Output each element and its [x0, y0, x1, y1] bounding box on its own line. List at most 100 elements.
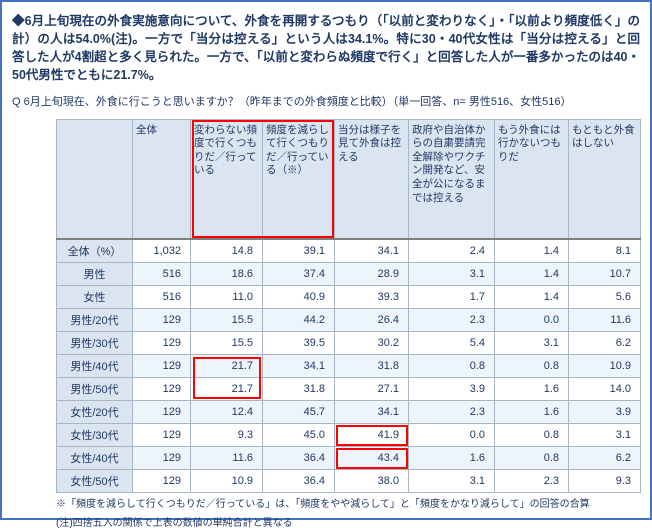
cell-value-female-never-go-again: 1.4: [495, 286, 569, 309]
cell-value-male-50s-never-dined-out: 14.0: [569, 378, 641, 401]
footnote-asterisk: ※「頻度を減らして行くつもりだ／行っている」は、「頻度をやや減らして」と「頻度を…: [56, 498, 642, 512]
cell-value-female-20s-reduced-frequency: 45.7: [263, 401, 335, 424]
column-header-until-safe: 政府や自治体からの自粛要請完全解除やワクチン開発など、安全が公になるまでは控える: [409, 119, 495, 239]
cell-n-female: 516: [133, 286, 191, 309]
cell-value-female-20s-until-safe: 2.3: [409, 401, 495, 424]
cell-value-male-reduced-frequency: 37.4: [263, 263, 335, 286]
cell-value-female-50s-same-frequency: 10.9: [191, 470, 263, 493]
cell-value-male-30s-same-frequency: 15.5: [191, 332, 263, 355]
column-header-same-frequency: 変わらない頻度で行くつもりだ／行っている: [191, 119, 263, 239]
cell-n-female-40s: 129: [133, 447, 191, 470]
cell-value-female-50s-refrain-for-now: 38.0: [335, 470, 409, 493]
cell-value-male-30s-reduced-frequency: 39.5: [263, 332, 335, 355]
cell-value-male-50s-refrain-for-now: 27.1: [335, 378, 409, 401]
cell-value-male-same-frequency: 18.6: [191, 263, 263, 286]
table-header: 全体変わらない頻度で行くつもりだ／行っている頻度を減らして行くつもりだ／行ってい…: [57, 119, 641, 239]
cell-value-male-40s-until-safe: 0.8: [409, 355, 495, 378]
cell-value-female-20s-never-dined-out: 3.9: [569, 401, 641, 424]
row-label-female-20s: 女性/20代: [57, 401, 133, 424]
cell-value-male-20s-never-go-again: 0.0: [495, 309, 569, 332]
cell-value-total-never-dined-out: 8.1: [569, 239, 641, 263]
column-header-row-label: [57, 119, 133, 239]
row-label-male: 男性: [57, 263, 133, 286]
column-header-refrain-for-now: 当分は様子を見て外食は控える: [335, 119, 409, 239]
row-label-male-40s: 男性/40代: [57, 355, 133, 378]
cell-value-female-reduced-frequency: 40.9: [263, 286, 335, 309]
cell-value-female-40s-never-dined-out: 6.2: [569, 447, 641, 470]
cell-value-male-50s-same-frequency: 21.7: [191, 378, 263, 401]
cell-n-male-40s: 129: [133, 355, 191, 378]
table-header-row: 全体変わらない頻度で行くつもりだ／行っている頻度を減らして行くつもりだ／行ってい…: [57, 119, 641, 239]
cell-value-male-40s-never-dined-out: 10.9: [569, 355, 641, 378]
cell-value-male-50s-reduced-frequency: 31.8: [263, 378, 335, 401]
cell-value-female-20s-same-frequency: 12.4: [191, 401, 263, 424]
results-table-wrap: 全体変わらない頻度で行くつもりだ／行っている頻度を減らして行くつもりだ／行ってい…: [56, 119, 642, 494]
cell-n-total: 1,032: [133, 239, 191, 263]
cell-n-male-30s: 129: [133, 332, 191, 355]
cell-value-female-50s-never-dined-out: 9.3: [569, 470, 641, 493]
cell-n-female-50s: 129: [133, 470, 191, 493]
column-header-never-dined-out: もともと外食はしない: [569, 119, 641, 239]
cell-value-total-until-safe: 2.4: [409, 239, 495, 263]
column-header-never-go-again: もう外食には行かないつもりだ: [495, 119, 569, 239]
cell-value-female-40s-same-frequency: 11.6: [191, 447, 263, 470]
results-table: 全体変わらない頻度で行くつもりだ／行っている頻度を減らして行くつもりだ／行ってい…: [56, 119, 641, 494]
cell-value-female-until-safe: 1.7: [409, 286, 495, 309]
cell-value-total-reduced-frequency: 39.1: [263, 239, 335, 263]
cell-value-female-40s-never-go-again: 0.8: [495, 447, 569, 470]
cell-value-male-30s-never-dined-out: 6.2: [569, 332, 641, 355]
cell-value-female-50s-until-safe: 3.1: [409, 470, 495, 493]
row-label-male-50s: 男性/50代: [57, 378, 133, 401]
cell-value-male-50s-never-go-again: 1.6: [495, 378, 569, 401]
cell-value-male-20s-until-safe: 2.3: [409, 309, 495, 332]
row-label-female-40s: 女性/40代: [57, 447, 133, 470]
footnote-rounding: (注)四捨五入の関係で上表の数値の単純合計と異なる: [56, 517, 642, 530]
cell-value-male-30s-until-safe: 5.4: [409, 332, 495, 355]
cell-value-female-30s-never-dined-out: 3.1: [569, 424, 641, 447]
headline-summary: ◆6月上旬現在の外食実施意向について、外食を再開するつもり（「以前と変わりなく」…: [12, 12, 640, 85]
cell-value-male-never-dined-out: 10.7: [569, 263, 641, 286]
row-label-male-20s: 男性/20代: [57, 309, 133, 332]
cell-value-female-refrain-for-now: 39.3: [335, 286, 409, 309]
cell-value-total-same-frequency: 14.8: [191, 239, 263, 263]
cell-value-female-same-frequency: 11.0: [191, 286, 263, 309]
cell-value-female-never-dined-out: 5.6: [569, 286, 641, 309]
cell-value-male-until-safe: 3.1: [409, 263, 495, 286]
cell-value-female-40s-until-safe: 1.6: [409, 447, 495, 470]
cell-value-male-refrain-for-now: 28.9: [335, 263, 409, 286]
question-line: Q 6月上旬現在、外食に行こうと思いますか？（昨年までの外食頻度と比較）（単一回…: [12, 93, 642, 109]
cell-value-female-30s-never-go-again: 0.8: [495, 424, 569, 447]
cell-value-female-20s-refrain-for-now: 34.1: [335, 401, 409, 424]
cell-value-female-20s-never-go-again: 1.6: [495, 401, 569, 424]
cell-value-male-50s-until-safe: 3.9: [409, 378, 495, 401]
cell-value-male-20s-reduced-frequency: 44.2: [263, 309, 335, 332]
row-label-total: 全体（%）: [57, 239, 133, 263]
cell-value-male-40s-refrain-for-now: 31.8: [335, 355, 409, 378]
cell-value-male-20s-same-frequency: 15.5: [191, 309, 263, 332]
row-label-male-30s: 男性/30代: [57, 332, 133, 355]
cell-value-female-30s-same-frequency: 9.3: [191, 424, 263, 447]
cell-n-male-20s: 129: [133, 309, 191, 332]
row-label-female: 女性: [57, 286, 133, 309]
cell-value-female-50s-never-go-again: 2.3: [495, 470, 569, 493]
cell-value-male-40s-same-frequency: 21.7: [191, 355, 263, 378]
row-label-female-50s: 女性/50代: [57, 470, 133, 493]
cell-value-female-30s-reduced-frequency: 45.0: [263, 424, 335, 447]
cell-value-total-refrain-for-now: 34.1: [335, 239, 409, 263]
cell-n-female-20s: 129: [133, 401, 191, 424]
cell-value-female-40s-refrain-for-now: 43.4: [335, 447, 409, 470]
cell-value-total-never-go-again: 1.4: [495, 239, 569, 263]
cell-value-female-30s-until-safe: 0.0: [409, 424, 495, 447]
cell-value-male-30s-refrain-for-now: 30.2: [335, 332, 409, 355]
